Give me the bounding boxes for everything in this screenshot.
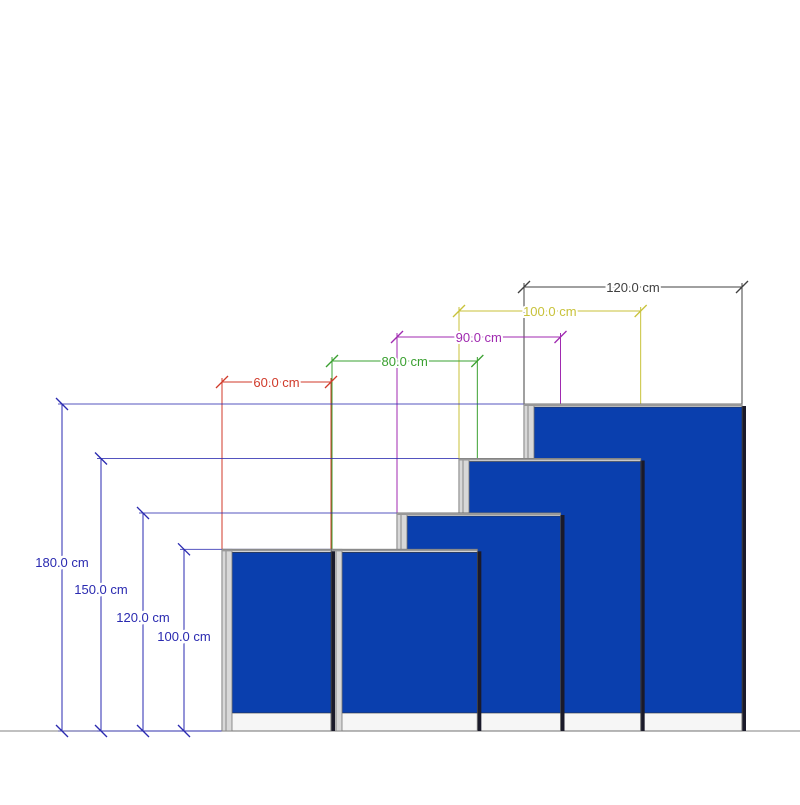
height-label: 120.0 cm: [116, 610, 169, 625]
width-label: 100.0 cm: [523, 304, 576, 319]
tick-mark: [324, 375, 338, 389]
panel-shadow: [741, 406, 746, 731]
height-label: 100.0 cm: [157, 629, 210, 644]
display-panel-60x100: [221, 548, 335, 732]
width-label: 60.0 cm: [253, 375, 299, 390]
height-dimension-100: 100.0 cm: [155, 542, 332, 738]
panel-fabric: [231, 552, 332, 714]
tick-mark: [517, 280, 531, 294]
width-dimension-120: 120.0 cm: [517, 278, 749, 404]
width-dimension-90: 90.0 cm: [390, 328, 567, 513]
width-label: 80.0 cm: [382, 354, 428, 369]
panel-post: [221, 548, 233, 732]
panel-shadow: [476, 551, 482, 731]
panel-shadow: [639, 460, 645, 731]
panel-shadow: [559, 515, 565, 731]
tick-mark: [94, 452, 108, 465]
width-label: 90.0 cm: [456, 330, 502, 345]
tick-mark: [177, 724, 191, 738]
tick-mark: [470, 354, 484, 368]
panel-fabric: [341, 552, 478, 714]
width-dimension-60: 60.0 cm: [215, 373, 338, 550]
height-label: 150.0 cm: [74, 582, 127, 597]
tick-mark: [136, 506, 150, 520]
width-dimension-100: 100.0 cm: [452, 302, 648, 459]
panel-shadow: [330, 551, 335, 731]
tick-mark: [735, 280, 749, 294]
tick-mark: [325, 354, 339, 368]
height-label: 180.0 cm: [35, 555, 88, 570]
tick-mark: [136, 724, 150, 738]
tick-mark: [94, 724, 108, 738]
tick-mark: [554, 330, 567, 344]
tick-mark: [55, 397, 69, 411]
tick-mark: [390, 330, 404, 344]
display-panel-80x100: [331, 548, 482, 732]
tick-mark: [215, 375, 229, 389]
width-label: 120.0 cm: [606, 280, 659, 295]
tick-mark: [55, 724, 69, 738]
tick-mark: [452, 304, 466, 318]
tick-mark: [634, 304, 648, 318]
tick-mark: [177, 542, 191, 556]
